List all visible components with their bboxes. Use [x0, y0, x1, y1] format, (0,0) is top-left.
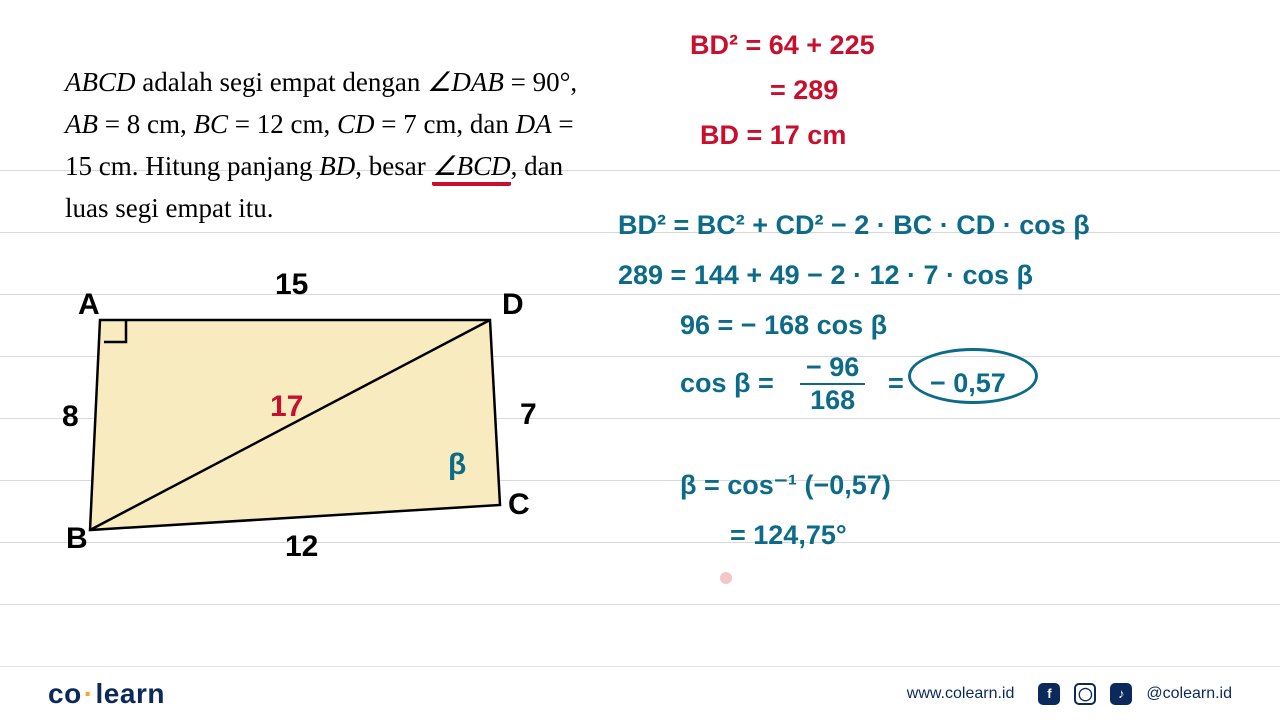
calc-blue: β = cos⁻¹ (−0,57) [680, 470, 891, 501]
diagram-label: 15 [275, 268, 308, 302]
calc-blue: cos β = [680, 368, 774, 399]
calc-blue: = 124,75° [730, 520, 847, 551]
diagram-label: A [78, 288, 100, 322]
tiktok-icon: ♪ [1110, 683, 1132, 705]
problem-text: ABCD adalah segi empat dengan ∠DAB = 90°… [65, 62, 595, 229]
diagram-label: 8 [62, 400, 79, 434]
diagram-label: 12 [285, 530, 318, 564]
calc-blue: BD² = BC² + CD² − 2 · BC · CD · cos β [618, 210, 1090, 241]
diagram-label: 7 [520, 398, 537, 432]
logo: co·learn [48, 678, 165, 710]
diagram-label: D [502, 288, 524, 322]
cursor-dot [720, 572, 732, 584]
facebook-icon: f [1038, 683, 1060, 705]
calc-red: BD = 17 cm [700, 120, 846, 151]
diagram-label: 17 [270, 390, 303, 424]
calc-blue: 289 = 144 + 49 − 2 · 12 · 7 · cos β [618, 260, 1033, 291]
calc-blue: = [888, 368, 904, 399]
diagram-label: β [448, 448, 466, 482]
calc-red: = 289 [770, 75, 838, 106]
instagram-icon: ◯ [1074, 683, 1096, 705]
rule-line [0, 604, 1280, 605]
quadrilateral-diagram [60, 280, 550, 570]
calc-blue-fraction: − 96168 [800, 352, 865, 416]
diagram-label: C [508, 488, 530, 522]
footer-url: www.colearn.id [907, 685, 1015, 703]
answer-circle [908, 348, 1038, 404]
calc-blue: 96 = − 168 cos β [680, 310, 887, 341]
calc-red: BD² = 64 + 225 [690, 30, 875, 61]
footer: co·learn www.colearn.id f ◯ ♪ @colearn.i… [0, 666, 1280, 720]
footer-handle: @colearn.id [1146, 685, 1232, 703]
diagram-label: B [66, 522, 88, 556]
